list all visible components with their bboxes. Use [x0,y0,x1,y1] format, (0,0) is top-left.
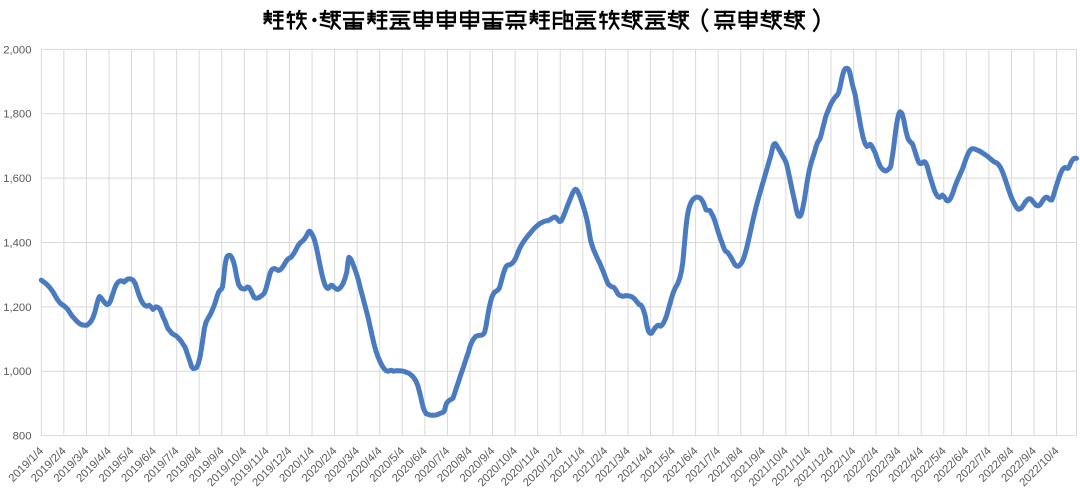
svg-text:1,400: 1,400 [3,238,31,250]
svg-text:2,000: 2,000 [3,44,31,56]
svg-text:1,000: 1,000 [3,366,31,378]
svg-text:1,800: 1,800 [3,109,31,121]
svg-text:1,600: 1,600 [3,173,31,185]
svg-text:800: 800 [13,431,32,443]
svg-text:1,200: 1,200 [3,302,31,314]
